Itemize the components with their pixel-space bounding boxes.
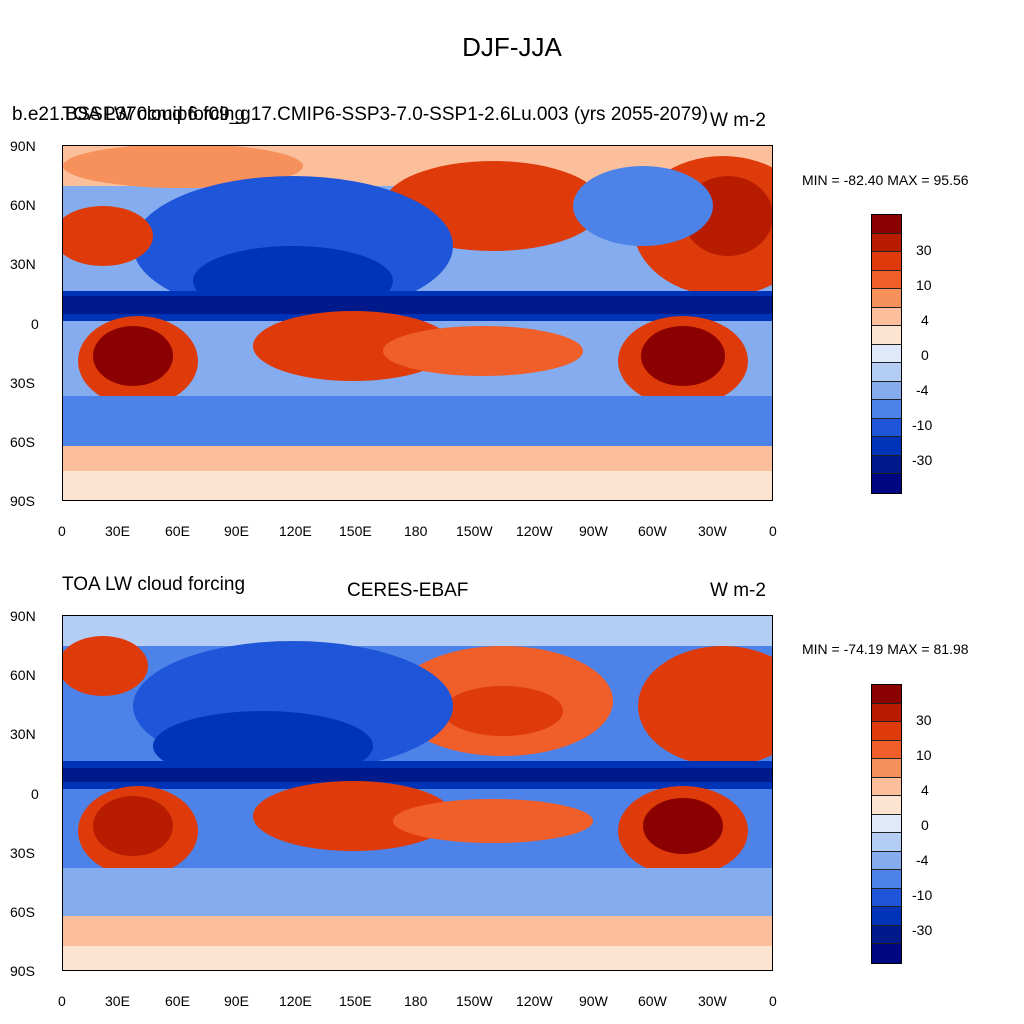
lat-tick: 30N [10, 726, 36, 742]
lat-tick: 90S [10, 963, 35, 979]
lat-tick: 0 [31, 316, 39, 332]
colorbar-swatch [872, 437, 901, 456]
colorbar-swatch [872, 777, 901, 797]
lon-tick: 0 [58, 523, 66, 539]
colorbar-swatch [872, 363, 901, 382]
lon-tick: 150E [339, 993, 372, 1009]
colorbar-swatch [872, 870, 901, 889]
colorbar-swatch [872, 307, 901, 327]
bottom-map [62, 615, 773, 971]
lon-tick: 120E [279, 523, 312, 539]
colorbar-label: -10 [912, 417, 933, 433]
lon-tick: 120W [516, 993, 553, 1009]
colorbar-swatch [872, 944, 901, 963]
colorbar-swatch [872, 907, 901, 926]
top-panel-units: W m-2 [710, 110, 766, 131]
lon-tick: 30E [105, 523, 130, 539]
colorbar-label: 10 [916, 277, 932, 293]
colorbar-swatch [872, 814, 901, 834]
top-panel-variable-title: TOA LW cloud forcing [62, 104, 246, 125]
top-panel-case-title: b.e21.BSSP370cmip6.f09_g17.CMIP6-SSP3-7.… [12, 104, 709, 125]
bottom-colorbar [871, 684, 902, 964]
bottom-panel-min-max: MIN = -74.19 MAX = 81.98 [802, 641, 969, 657]
lon-tick: 180 [404, 523, 428, 539]
colorbar-swatch [872, 851, 901, 871]
colorbar-swatch [872, 270, 901, 290]
colorbar-swatch [872, 685, 901, 704]
lat-tick: 30N [10, 256, 36, 272]
colorbar-swatch [872, 289, 901, 308]
colorbar-label: -4 [916, 852, 929, 868]
colorbar-swatch [872, 703, 901, 723]
lat-tick: 60S [10, 434, 35, 450]
colorbar-swatch [872, 722, 901, 741]
colorbar-swatch [872, 344, 901, 364]
colorbar-label: 4 [921, 312, 929, 328]
lat-tick: 60N [10, 197, 36, 213]
lon-tick: 90W [579, 993, 608, 1009]
colorbar-swatch [872, 400, 901, 419]
top-map [62, 145, 773, 501]
lon-tick: 90E [224, 523, 249, 539]
colorbar-label: 0 [921, 347, 929, 363]
lon-tick: 120E [279, 993, 312, 1009]
lon-tick: 60W [638, 993, 667, 1009]
top-colorbar [871, 214, 902, 494]
colorbar-swatch [872, 233, 901, 253]
lat-tick: 90N [10, 138, 36, 154]
lon-tick: 0 [769, 523, 777, 539]
lon-tick: 30W [698, 523, 727, 539]
colorbar-swatch [872, 474, 901, 493]
lon-tick: 60E [165, 523, 190, 539]
lon-tick: 30W [698, 993, 727, 1009]
colorbar-label: 30 [916, 242, 932, 258]
lat-tick: 0 [31, 786, 39, 802]
lon-tick: 150W [456, 993, 493, 1009]
colorbar-swatch [872, 215, 901, 234]
colorbar-swatch [872, 381, 901, 401]
lon-tick: 90E [224, 993, 249, 1009]
colorbar-swatch [872, 833, 901, 852]
bottom-panel-units: W m-2 [710, 580, 766, 601]
lon-tick: 150E [339, 523, 372, 539]
top-panel-min-max: MIN = -82.40 MAX = 95.56 [802, 172, 969, 188]
lon-tick: 30E [105, 993, 130, 1009]
colorbar-swatch [872, 252, 901, 271]
colorbar-label: 4 [921, 782, 929, 798]
lat-tick: 30S [10, 375, 35, 391]
colorbar-swatch [872, 418, 901, 438]
colorbar-swatch [872, 759, 901, 778]
colorbar-swatch [872, 925, 901, 945]
lat-tick: 30S [10, 845, 35, 861]
colorbar-swatch [872, 888, 901, 908]
bottom-panel-variable-title: TOA LW cloud forcing [62, 574, 246, 595]
main-title: DJF-JJA [462, 32, 562, 62]
lon-tick: 0 [769, 993, 777, 1009]
lon-tick: 150W [456, 523, 493, 539]
colorbar-label: 0 [921, 817, 929, 833]
colorbar-label: -30 [912, 922, 933, 938]
colorbar-swatch [872, 740, 901, 760]
colorbar-label: -10 [912, 887, 933, 903]
bottom-panel-dataset-title: CERES-EBAF [347, 580, 469, 601]
colorbar-label: -30 [912, 452, 933, 468]
colorbar-swatch [872, 455, 901, 475]
lat-tick: 60N [10, 667, 36, 683]
lat-tick: 60S [10, 904, 35, 920]
colorbar-label: -4 [916, 382, 929, 398]
lat-tick: 90N [10, 608, 36, 624]
bottom-map-field [63, 616, 772, 970]
lon-tick: 120W [516, 523, 553, 539]
lon-tick: 60W [638, 523, 667, 539]
lon-tick: 90W [579, 523, 608, 539]
colorbar-swatch [872, 326, 901, 345]
lon-tick: 60E [165, 993, 190, 1009]
lat-tick: 90S [10, 493, 35, 509]
lon-tick: 0 [58, 993, 66, 1009]
lon-tick: 180 [404, 993, 428, 1009]
top-map-field [63, 146, 772, 500]
colorbar-label: 10 [916, 747, 932, 763]
colorbar-swatch [872, 796, 901, 815]
colorbar-label: 30 [916, 712, 932, 728]
